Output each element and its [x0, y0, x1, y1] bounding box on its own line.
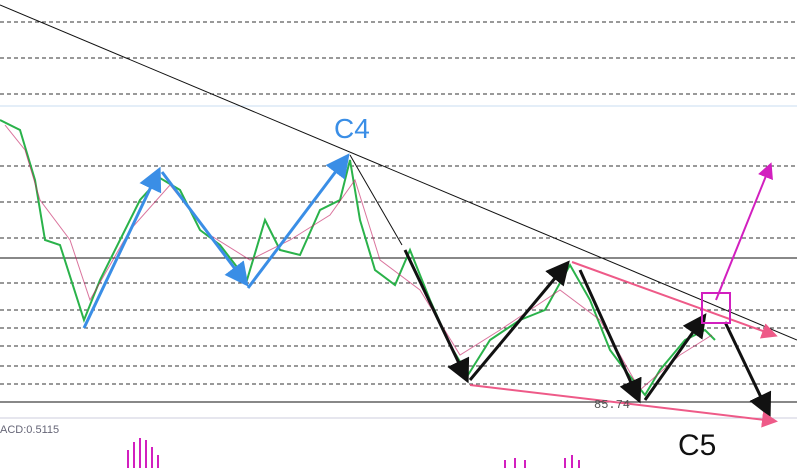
trend-line [0, 4, 797, 341]
breakout-box [701, 292, 731, 324]
black-waves [349, 154, 772, 418]
pink-channel [469, 261, 778, 428]
blue-waves [82, 153, 350, 329]
price-path-down [4, 124, 713, 391]
breakout-arrow [715, 162, 773, 301]
indicator-label: ACD:0.5115 [0, 424, 59, 436]
macd-bars [127, 438, 580, 468]
price-path [0, 119, 716, 397]
wave-label-c5: C5 [678, 429, 716, 462]
price-label: 85.74 [594, 398, 630, 412]
wave-label-c4: C4 [334, 113, 370, 144]
guide-lines [0, 21, 797, 419]
